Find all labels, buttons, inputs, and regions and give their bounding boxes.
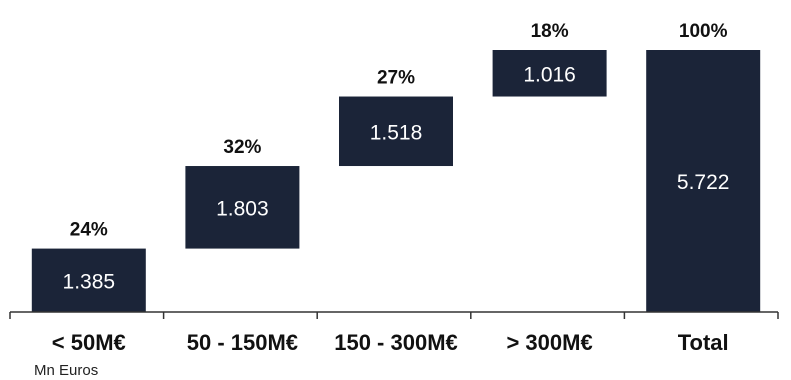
- value-label-1: 1.385: [63, 270, 116, 293]
- bar-4: [492, 50, 607, 97]
- percent-label-1: 24%: [70, 220, 108, 241]
- bars-group: 1.385 24% 1.803 32% 1.518 27% 1.016 18% 5.722 100…: [31, 21, 761, 312]
- percent-label-3: 27%: [377, 68, 415, 89]
- value-label-5: 5.722: [677, 171, 730, 194]
- unit-label: Mn Euros: [34, 362, 99, 379]
- value-label-2: 1.803: [216, 197, 269, 220]
- value-label-4: 1.016: [523, 63, 576, 86]
- bar-5: [646, 50, 761, 312]
- percent-label-5: 100%: [679, 21, 728, 42]
- category-label-5: Total: [678, 330, 729, 355]
- percent-label-2: 32%: [223, 137, 261, 158]
- category-label-3: 150 - 300M€: [334, 330, 458, 355]
- bar-1: [31, 248, 146, 312]
- category-label-1: < 50M€: [52, 330, 126, 355]
- bar-3: [339, 96, 453, 167]
- value-label-3: 1.518: [370, 121, 423, 144]
- waterfall-chart: 1.385 24% 1.803 32% 1.518 27% 1.016 18% 5.722 100…: [9, 21, 779, 355]
- x-axis: < 50M€ 50 - 150M€ 150 - 300M€ > 300M€ Total: [9, 311, 779, 355]
- category-label-4: > 300M€: [506, 330, 592, 355]
- percent-label-4: 18%: [531, 21, 569, 42]
- category-label-2: 50 - 150M€: [187, 330, 298, 355]
- bar-2: [185, 166, 300, 249]
